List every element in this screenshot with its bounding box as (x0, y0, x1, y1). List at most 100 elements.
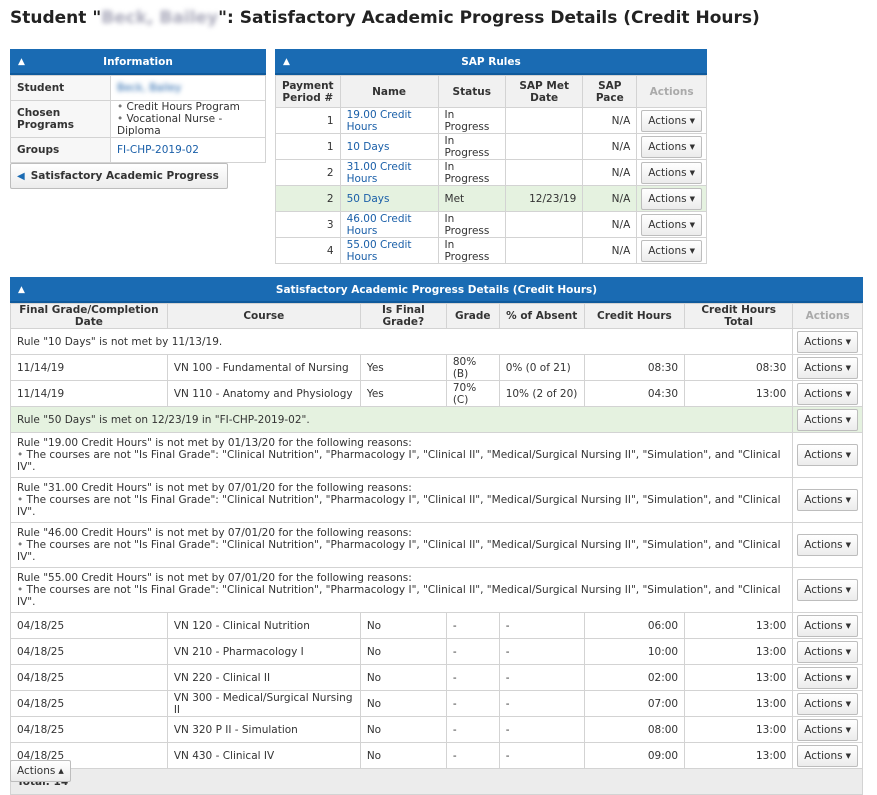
date-cell: 04/18/25 (10, 638, 168, 665)
pace-cell: N/A (582, 133, 638, 160)
rule-name-link[interactable]: 31.00 Credit Hours (346, 160, 412, 185)
sap-rules-header[interactable]: ▲ SAP Rules (275, 49, 707, 75)
caret-down-icon: ▼ (845, 451, 851, 459)
rule-name-link[interactable]: 46.00 Credit Hours (346, 212, 412, 237)
caret-down-icon: ▼ (689, 194, 695, 203)
course-cell: VN 100 - Fundamental of Nursing (166, 354, 361, 381)
status-cell: In Progress (437, 107, 507, 134)
rule-reason-row: Rule "31.00 Credit Hours" is not met by … (9, 477, 863, 523)
caret-up-icon[interactable]: ▲ (283, 57, 290, 67)
absent-cell: - (498, 690, 585, 717)
actions-dropdown-button[interactable]: Actions ▼ (641, 161, 702, 184)
actions-dropdown-button[interactable]: Actions ▼ (797, 640, 858, 663)
rule-name-link[interactable]: 50 Days (346, 192, 390, 205)
rule-reason-text: Rule "19.00 Credit Hours" is not met by … (9, 432, 794, 478)
actions-dropdown-button[interactable]: Actions ▼ (797, 534, 858, 556)
information-table: Student Beck, Bailey Chosen Programs • C… (10, 75, 266, 163)
col-payment-period: Payment Period # (275, 75, 341, 108)
student-link[interactable]: Beck, Bailey (117, 82, 182, 94)
group-link[interactable]: FI-CHP-2019-02 (117, 144, 199, 156)
rule-name-link[interactable]: 55.00 Credit Hours (346, 238, 412, 263)
rule-name-link[interactable]: 10 Days (346, 140, 390, 153)
grade-cell: - (445, 716, 500, 743)
absent-cell: 0% (0 of 21) (498, 354, 585, 381)
caret-down-icon: ▼ (689, 142, 695, 151)
rule-note-row: Rule "10 Days" is not met by 11/13/19. A… (9, 328, 863, 355)
actions-dropdown-button[interactable]: Actions ▼ (797, 330, 858, 353)
caret-down-icon: ▼ (689, 116, 695, 125)
actions-dropdown-button[interactable]: Actions ▼ (797, 382, 858, 405)
actions-dropdown-button[interactable]: Actions ▼ (641, 187, 702, 210)
caret-up-icon[interactable]: ▲ (18, 57, 25, 67)
sap-details-title: Satisfactory Academic Progress Details (… (275, 284, 598, 296)
grade-cell: - (445, 690, 500, 717)
final-grade-cell: No (359, 690, 447, 717)
rule-reason-text: Rule "46.00 Credit Hours" is not met by … (9, 522, 794, 568)
table-row: 04/18/25 VN 320 P II - Simulation No - -… (10, 716, 863, 743)
actions-dropdown-button[interactable]: Actions ▼ (797, 718, 858, 741)
actions-dropdown-button[interactable]: Actions ▼ (641, 239, 702, 262)
actions-dropdown-button[interactable]: Actions ▼ (797, 408, 858, 431)
actions-dropdown-button[interactable]: Actions ▼ (797, 692, 858, 715)
chosen-programs-list: • Credit Hours Program • Vocational Nurs… (110, 100, 266, 138)
caret-down-icon: ▼ (845, 586, 851, 594)
actions-dropdown-button[interactable]: Actions ▼ (641, 135, 702, 158)
page-title: Student "Beck, Bailey": Satisfactory Aca… (10, 8, 760, 28)
date-cell: 04/18/25 (10, 690, 168, 717)
table-row: 04/18/25 VN 220 - Clinical II No - - 02:… (10, 664, 863, 691)
met-date-cell (504, 159, 584, 186)
actions-dropdown-button[interactable]: Actions ▼ (797, 666, 858, 689)
actions-dropdown-button[interactable]: Actions ▼ (641, 109, 702, 132)
rule-note-text: Rule "10 Days" is not met by 11/13/19. (9, 328, 794, 355)
sap-details-header[interactable]: ▲ Satisfactory Academic Progress Details… (10, 277, 863, 303)
actions-dropdown-button[interactable]: Actions ▼ (797, 489, 858, 511)
absent-cell: - (498, 742, 585, 769)
col-actions: Actions (636, 75, 707, 108)
sap-rules-panel: ▲ SAP Rules Payment Period # Name Status… (275, 49, 707, 264)
back-button-label: Satisfactory Academic Progress (30, 170, 219, 182)
col-completion-date: Final Grade/Completion Date (10, 303, 168, 329)
information-panel: ▲ Information Student Beck, Bailey Chose… (10, 49, 266, 163)
col-percent-absent: % of Absent (498, 303, 585, 329)
absent-cell: - (498, 716, 585, 743)
actions-dropdown-button[interactable]: Actions ▼ (797, 356, 858, 379)
actions-dropdown-button[interactable]: Actions ▼ (641, 213, 702, 236)
credit-hours-total-cell: 08:30 (684, 354, 794, 381)
back-to-sap-button[interactable]: ◀ Satisfactory Academic Progress (10, 163, 228, 189)
grade-cell: 70% (C) (445, 380, 500, 407)
caret-down-icon: ▼ (845, 389, 851, 398)
information-panel-header[interactable]: ▲ Information (10, 49, 266, 75)
col-credit-hours: Credit Hours (583, 303, 686, 329)
period-cell: 3 (275, 211, 341, 238)
program-item: Credit Hours Program (126, 101, 240, 113)
table-row: 04/18/25 VN 120 - Clinical Nutrition No … (10, 612, 863, 639)
rule-name-link[interactable]: 19.00 Credit Hours (346, 108, 412, 133)
rule-reason-text: Rule "55.00 Credit Hours" is not met by … (9, 567, 794, 613)
rule-met-row: Rule "50 Days" is met on 12/23/19 in "FI… (9, 406, 863, 433)
sap-rule-row: 1 10 Days In Progress N/A Actions ▼ (275, 133, 707, 160)
actions-dropdown-button[interactable]: Actions ▼ (797, 744, 858, 767)
date-cell: 04/18/25 (10, 612, 168, 639)
caret-down-icon: ▼ (845, 541, 851, 549)
credit-hours-total-cell: 13:00 (684, 664, 794, 691)
date-cell: 11/14/19 (10, 380, 168, 407)
col-actions: Actions (792, 303, 863, 329)
rule-reason-row: Rule "19.00 Credit Hours" is not met by … (9, 432, 863, 478)
course-cell: VN 110 - Anatomy and Physiology (166, 380, 361, 407)
actions-dropdown-button[interactable]: Actions ▼ (797, 614, 858, 637)
sap-rule-row: 2 31.00 Credit Hours In Progress N/A Act… (275, 159, 707, 186)
table-row: 11/14/19 VN 110 - Anatomy and Physiology… (10, 380, 863, 407)
caret-up-icon[interactable]: ▲ (18, 285, 25, 295)
credit-hours-total-cell: 13:00 (684, 690, 794, 717)
actions-dropdown-button[interactable]: Actions ▼ (797, 579, 858, 601)
met-date-cell: 12/23/19 (504, 185, 584, 212)
course-cell: VN 300 - Medical/Surgical Nursing II (166, 690, 361, 717)
credit-hours-cell: 08:00 (583, 716, 686, 743)
status-cell: In Progress (437, 211, 507, 238)
caret-down-icon: ▼ (845, 647, 851, 656)
footer-actions-button[interactable]: Actions ▲ (10, 760, 71, 782)
status-cell: In Progress (437, 237, 507, 264)
actions-dropdown-button[interactable]: Actions ▼ (797, 444, 858, 466)
rule-reason-text: Rule "31.00 Credit Hours" is not met by … (9, 477, 794, 523)
caret-down-icon: ▼ (845, 496, 851, 504)
